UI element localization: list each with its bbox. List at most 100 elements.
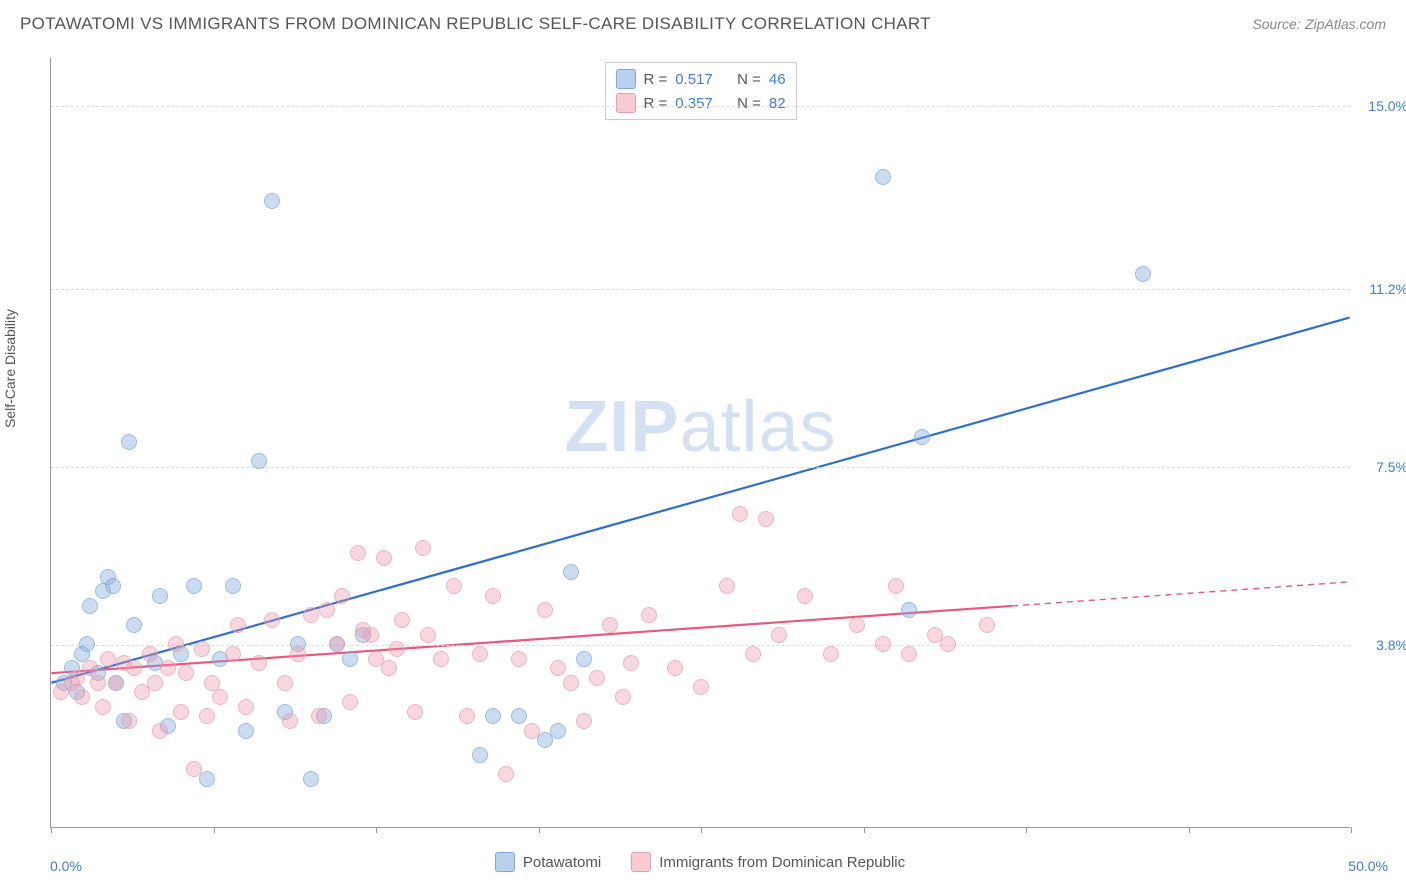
data-point: [376, 550, 392, 566]
legend-item-potawatomi: Potawatomi: [495, 852, 601, 872]
data-point: [979, 617, 995, 633]
r-label: R =: [643, 71, 667, 88]
x-tick: [1351, 827, 1352, 833]
data-point: [940, 636, 956, 652]
data-point: [550, 723, 566, 739]
data-point: [342, 694, 358, 710]
data-point: [823, 646, 839, 662]
data-point: [667, 660, 683, 676]
data-point: [693, 679, 709, 695]
data-point: [173, 704, 189, 720]
data-point: [363, 627, 379, 643]
data-point: [329, 636, 345, 652]
data-point: [1135, 266, 1151, 282]
data-point: [303, 607, 319, 623]
data-point: [152, 723, 168, 739]
y-tick-label: 7.5%: [1376, 459, 1406, 475]
data-point: [589, 670, 605, 686]
data-point: [186, 761, 202, 777]
data-point: [472, 747, 488, 763]
data-point: [901, 646, 917, 662]
data-point: [108, 675, 124, 691]
x-tick: [1189, 827, 1190, 833]
x-tick: [214, 827, 215, 833]
n-value-2: 82: [769, 95, 786, 112]
data-point: [849, 617, 865, 633]
gridline: [51, 106, 1350, 107]
x-tick: [864, 827, 865, 833]
data-point: [623, 655, 639, 671]
scatter-chart: ZIPatlas R = 0.517 N = 46 R = 0.357 N = …: [50, 58, 1350, 828]
data-point: [342, 651, 358, 667]
y-axis-label: Self-Care Disability: [2, 309, 18, 428]
data-point: [90, 675, 106, 691]
data-point: [641, 607, 657, 623]
source-label: Source:: [1252, 16, 1300, 32]
data-point: [126, 617, 142, 633]
swatch-icon: [631, 852, 651, 872]
data-point: [537, 602, 553, 618]
stats-row-dominican: R = 0.357 N = 82: [615, 91, 785, 115]
data-point: [485, 588, 501, 604]
data-point: [350, 545, 366, 561]
source-attribution: Source: ZipAtlas.com: [1252, 16, 1386, 34]
swatch-icon: [615, 93, 635, 113]
data-point: [914, 429, 930, 445]
data-point: [238, 723, 254, 739]
data-point: [576, 713, 592, 729]
data-point: [82, 598, 98, 614]
data-point: [142, 646, 158, 662]
data-point: [758, 511, 774, 527]
data-point: [212, 689, 228, 705]
data-point: [511, 708, 527, 724]
x-tick: [51, 827, 52, 833]
legend-label: Immigrants from Dominican Republic: [659, 854, 905, 871]
r-value-2: 0.357: [675, 95, 713, 112]
data-point: [186, 578, 202, 594]
data-point: [550, 660, 566, 676]
data-point: [381, 660, 397, 676]
gridline: [51, 645, 1350, 646]
data-point: [290, 646, 306, 662]
data-point: [238, 699, 254, 715]
data-point: [251, 453, 267, 469]
data-point: [615, 689, 631, 705]
data-point: [95, 699, 111, 715]
data-point: [602, 617, 618, 633]
data-point: [160, 660, 176, 676]
data-point: [888, 578, 904, 594]
data-point: [79, 636, 95, 652]
legend-label: Potawatomi: [523, 854, 601, 871]
data-point: [511, 651, 527, 667]
data-point: [74, 689, 90, 705]
data-point: [485, 708, 501, 724]
data-point: [771, 627, 787, 643]
x-axis-max: 50.0%: [1348, 858, 1388, 874]
data-point: [334, 588, 350, 604]
data-point: [311, 708, 327, 724]
gridline: [51, 289, 1350, 290]
trend-line-extrapolated: [1012, 582, 1350, 606]
data-point: [100, 651, 116, 667]
data-point: [389, 641, 405, 657]
data-point: [199, 708, 215, 724]
data-point: [251, 655, 267, 671]
gridline: [51, 467, 1350, 468]
data-point: [446, 578, 462, 594]
data-point: [264, 193, 280, 209]
data-point: [563, 564, 579, 580]
data-point: [433, 651, 449, 667]
data-point: [282, 713, 298, 729]
data-point: [576, 651, 592, 667]
data-point: [797, 588, 813, 604]
r-value-1: 0.517: [675, 71, 713, 88]
chart-header: POTAWATOMI VS IMMIGRANTS FROM DOMINICAN …: [20, 14, 1386, 34]
data-point: [126, 660, 142, 676]
bottom-legend: Potawatomi Immigrants from Dominican Rep…: [50, 852, 1350, 872]
data-point: [563, 675, 579, 691]
data-point: [524, 723, 540, 739]
data-point: [472, 646, 488, 662]
swatch-icon: [615, 69, 635, 89]
x-tick: [701, 827, 702, 833]
data-point: [147, 675, 163, 691]
